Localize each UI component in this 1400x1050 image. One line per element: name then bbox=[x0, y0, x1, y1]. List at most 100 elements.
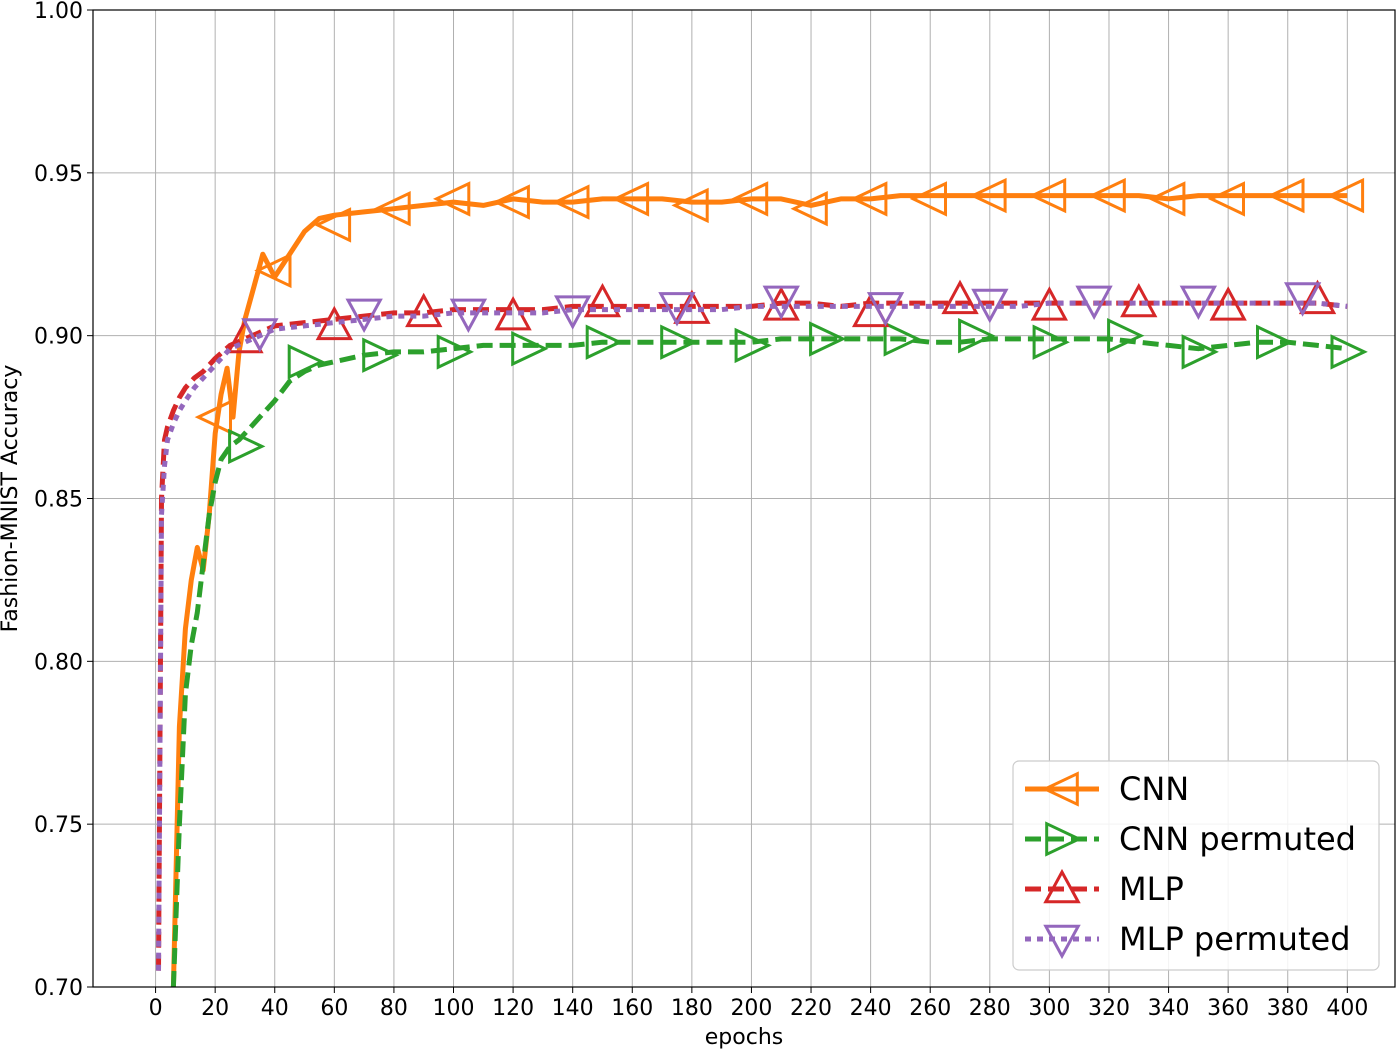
y-tick-label: 0.90 bbox=[34, 325, 83, 350]
series-marker bbox=[553, 295, 592, 330]
x-axis-label: epochs bbox=[705, 1025, 783, 1050]
x-tick-label: 160 bbox=[611, 996, 653, 1021]
series-marker bbox=[671, 187, 709, 224]
x-tick-label: 240 bbox=[850, 996, 892, 1021]
x-tick-label: 40 bbox=[261, 996, 289, 1021]
series-marker bbox=[1030, 286, 1069, 321]
y-tick-label: 0.70 bbox=[34, 976, 83, 1001]
series-marker bbox=[585, 324, 624, 360]
series-marker bbox=[969, 177, 1007, 214]
series-marker bbox=[583, 282, 622, 318]
series-marker bbox=[971, 288, 1009, 324]
series-marker bbox=[287, 344, 326, 380]
x-tick-label: 100 bbox=[433, 996, 475, 1021]
legend-label: CNN permuted bbox=[1119, 820, 1356, 858]
series-mlp-permuted bbox=[156, 282, 1348, 971]
series-marker bbox=[809, 321, 847, 357]
x-tick-label: 320 bbox=[1088, 996, 1130, 1021]
series-marker bbox=[734, 327, 772, 364]
series-line bbox=[170, 336, 1348, 988]
series-cnn-permuted bbox=[170, 318, 1368, 988]
series-layer bbox=[156, 177, 1368, 988]
legend-box bbox=[1012, 760, 1380, 971]
series-marker bbox=[373, 191, 411, 227]
x-tick-label: 380 bbox=[1267, 996, 1309, 1021]
series-cnn bbox=[170, 177, 1365, 988]
axis-ticks: 0 20 40 60 80 100 120 140 160 180 200 220 240 260 280 3… bbox=[34, 0, 1368, 1021]
legend-label: MLP permuted bbox=[1119, 920, 1351, 958]
series-marker bbox=[730, 181, 769, 217]
series-marker bbox=[1330, 334, 1368, 370]
y-tick-label: 0.75 bbox=[34, 813, 83, 838]
y-tick-label: 0.85 bbox=[34, 488, 83, 513]
series-marker bbox=[1209, 286, 1247, 321]
series-marker bbox=[1088, 177, 1126, 214]
x-tick-label: 20 bbox=[201, 996, 229, 1021]
legend-marker-sample bbox=[1041, 771, 1079, 807]
series-marker bbox=[1107, 318, 1145, 354]
x-tick-label: 400 bbox=[1326, 996, 1368, 1021]
series-marker bbox=[1148, 181, 1186, 217]
series-marker bbox=[432, 181, 471, 217]
legend-marker-sample bbox=[1043, 868, 1081, 904]
x-tick-label: 180 bbox=[671, 996, 713, 1021]
series-marker bbox=[958, 318, 996, 354]
x-tick-label: 80 bbox=[380, 996, 408, 1021]
y-tick-label: 1.00 bbox=[34, 0, 83, 24]
series-marker bbox=[1207, 181, 1245, 217]
series-marker bbox=[449, 298, 488, 334]
y-tick-label: 0.80 bbox=[34, 650, 83, 675]
series-marker bbox=[241, 318, 279, 353]
series-marker bbox=[1075, 285, 1113, 320]
series-marker bbox=[1181, 334, 1219, 370]
series-marker bbox=[658, 292, 696, 327]
series-marker bbox=[762, 285, 800, 320]
legend-label: CNN bbox=[1119, 770, 1189, 808]
series-marker bbox=[941, 279, 979, 315]
series-marker bbox=[1326, 177, 1365, 214]
x-tick-label: 120 bbox=[492, 996, 534, 1021]
legend-marker-sample bbox=[1045, 821, 1083, 857]
series-marker bbox=[436, 334, 475, 370]
series-marker bbox=[492, 184, 530, 220]
series-marker bbox=[611, 181, 650, 217]
series-marker bbox=[1032, 324, 1070, 360]
series-marker bbox=[1179, 285, 1218, 320]
series-marker bbox=[1028, 177, 1067, 214]
series-line bbox=[156, 300, 1348, 971]
series-marker bbox=[850, 181, 888, 217]
series-marker bbox=[909, 181, 947, 217]
series-marker bbox=[362, 337, 400, 373]
x-tick-label: 260 bbox=[909, 996, 951, 1021]
x-tick-label: 220 bbox=[790, 996, 832, 1021]
legend-marker-sample bbox=[1043, 924, 1081, 960]
x-tick-label: 60 bbox=[320, 996, 348, 1021]
series-marker bbox=[552, 184, 590, 220]
series-marker bbox=[660, 324, 698, 360]
series-marker bbox=[511, 331, 549, 367]
x-tick-label: 340 bbox=[1148, 996, 1190, 1021]
series-marker bbox=[228, 428, 266, 465]
series-marker bbox=[1256, 324, 1294, 360]
x-tick-label: 300 bbox=[1028, 996, 1070, 1021]
x-tick-label: 360 bbox=[1207, 996, 1249, 1021]
series-marker bbox=[1283, 282, 1322, 317]
legend: CNN CNN permuted MLP MLP permuted bbox=[1012, 760, 1380, 971]
x-tick-label: 280 bbox=[969, 996, 1011, 1021]
series-marker bbox=[1267, 177, 1305, 214]
series-marker bbox=[194, 399, 232, 435]
series-marker bbox=[345, 298, 383, 334]
x-tick-label: 140 bbox=[552, 996, 594, 1021]
legend-label: MLP bbox=[1119, 870, 1184, 908]
series-marker bbox=[883, 321, 921, 357]
x-tick-label: 0 bbox=[149, 996, 163, 1021]
y-tick-label: 0.95 bbox=[34, 162, 83, 187]
series-marker bbox=[790, 191, 828, 227]
series-marker bbox=[1298, 279, 1337, 315]
series-marker bbox=[254, 252, 292, 289]
y-axis-label: Fashion-MNIST Accuracy bbox=[0, 365, 23, 633]
series-line bbox=[156, 300, 1348, 971]
series-marker bbox=[313, 207, 352, 243]
x-tick-label: 200 bbox=[730, 996, 772, 1021]
